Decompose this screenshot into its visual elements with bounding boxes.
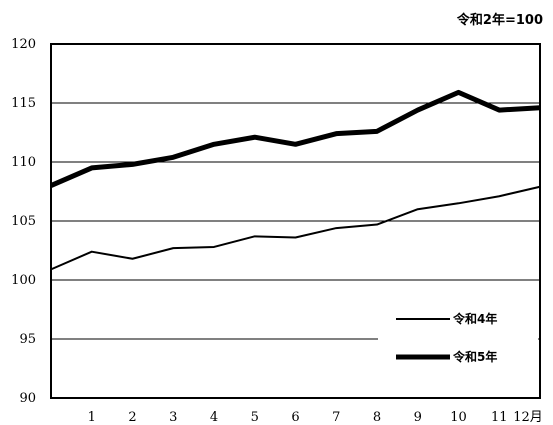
legend-label: 令和5年 (452, 349, 497, 364)
series-lines (50, 89, 541, 271)
y-tick-label: 90 (19, 391, 36, 406)
x-tick-label: 4 (210, 410, 218, 425)
x-tick-label: 5 (251, 410, 259, 425)
x-tick-label: 1 (88, 410, 96, 425)
x-axis-ticks: 1 2 3 4 5 6 7 8 9 10 11 12月 (88, 410, 543, 425)
y-tick-label: 95 (19, 332, 36, 347)
x-tick-label: 11 (491, 410, 508, 425)
x-tick-label: 6 (291, 410, 299, 425)
x-tick-label: 10 (450, 410, 467, 425)
series-line-1 (50, 185, 541, 271)
base-year-note: 令和2年=100 (457, 12, 543, 28)
y-tick-label: 115 (11, 96, 36, 111)
y-tick-label: 120 (11, 37, 36, 52)
series-line-2 (50, 89, 541, 188)
y-tick-label: 105 (11, 214, 36, 229)
x-tick-label: 7 (332, 410, 340, 425)
x-tick-label: 3 (169, 410, 177, 425)
y-tick-label: 110 (11, 155, 36, 170)
y-tick-label: 100 (11, 273, 36, 288)
legend-box (378, 300, 538, 372)
y-axis-ticks: 90 95 100 105 110 115 120 (11, 37, 36, 406)
legend-label: 令和4年 (452, 311, 497, 326)
x-tick-label: 2 (128, 410, 136, 425)
x-tick-label: 9 (414, 410, 422, 425)
plot-frame (50, 43, 541, 399)
x-tick-label: 8 (373, 410, 381, 425)
x-tick-label: 12月 (513, 410, 543, 425)
